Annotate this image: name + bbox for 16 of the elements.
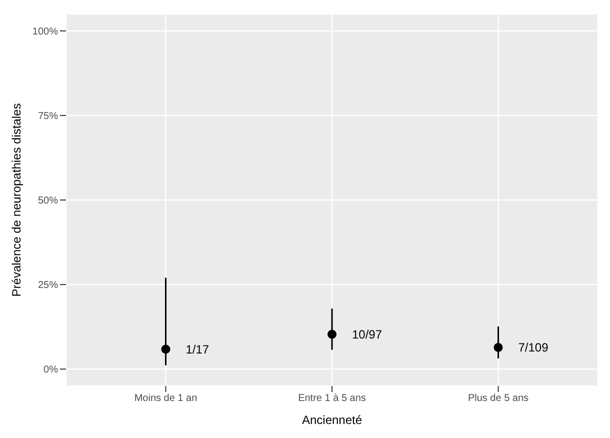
y-tick-label: 25% (38, 280, 58, 292)
x-tick-label: Moins de 1 an (134, 393, 198, 404)
x-tick-label: Entre 1 à 5 ans (298, 393, 366, 404)
y-tick-label: 50% (38, 196, 58, 207)
x-axis-title: Ancienneté (302, 413, 362, 427)
point (161, 344, 170, 354)
point (327, 330, 337, 339)
annotation: 10/97 (352, 328, 382, 342)
y-tick-label: 75% (38, 111, 58, 122)
y-axis-title: Prévalence de neuropathies distales (9, 103, 24, 297)
x-tick-label: Plus de 5 ans (468, 393, 529, 404)
point (494, 342, 503, 352)
y-tick-label: 100% (32, 26, 58, 38)
annotation: 1/17 (186, 342, 210, 356)
annotation: 7/109 (518, 340, 549, 355)
y-tick-label: 0% (44, 364, 58, 376)
